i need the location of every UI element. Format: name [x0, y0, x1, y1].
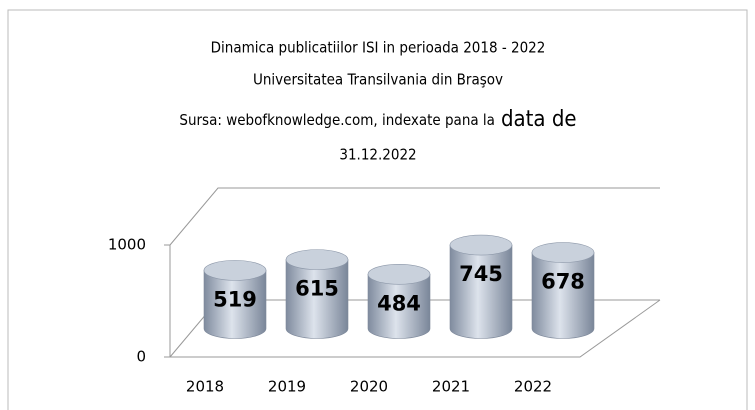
grid-line: [169, 187, 660, 246]
cylinder: [531, 252, 595, 339]
cylinder-top: [285, 249, 349, 270]
cylinder-top: [203, 260, 267, 281]
x-tick-label: 2020: [350, 378, 388, 396]
x-tick-label: 2022: [514, 378, 552, 396]
cylinder-top: [367, 263, 431, 285]
x-tick-label: 2018: [186, 378, 224, 396]
cylinder: [367, 273, 431, 339]
cylinder-top: [531, 242, 595, 263]
x-tick-label: 2021: [432, 378, 470, 396]
floor-edge: [170, 299, 661, 358]
title-line: Dinamica publicatiilor ISI in perioada 2…: [211, 39, 546, 57]
chart-frame: [7, 9, 748, 410]
cylinder-top: [449, 234, 513, 256]
title-line: Universitatea Transilvania din Braşov: [253, 71, 503, 89]
cylinder: [285, 259, 349, 339]
title-part: data de: [501, 107, 577, 132]
value-label: 615: [295, 277, 339, 301]
value-label: 678: [541, 270, 585, 294]
x-tick-label: 2019: [268, 378, 306, 396]
title-line: 31.12.2022: [339, 146, 416, 164]
title-part: Sursa: webofknowledge.com, indexate pana…: [179, 111, 495, 129]
y-tick-label: 1000: [108, 236, 146, 254]
value-label: 745: [459, 262, 503, 286]
title-line: Sursa: webofknowledge.com, indexate pana…: [179, 107, 576, 132]
y-tick-label: 0: [136, 348, 146, 366]
cylinder: [449, 244, 513, 339]
cylinder: [203, 270, 267, 339]
value-label: 519: [213, 287, 257, 311]
value-label: 484: [377, 291, 421, 315]
